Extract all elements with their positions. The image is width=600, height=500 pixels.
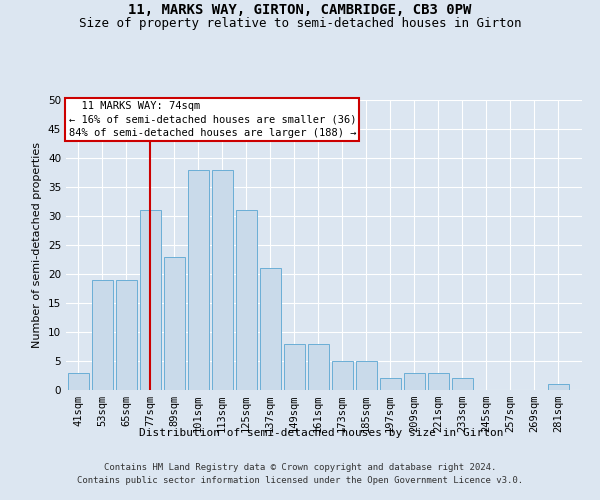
Bar [380, 378, 401, 390]
Bar [163, 256, 185, 390]
Bar [404, 372, 425, 390]
Bar [91, 280, 113, 390]
Bar [355, 361, 377, 390]
Text: 11 MARKS WAY: 74sqm  
← 16% of semi-detached houses are smaller (36)
84% of semi: 11 MARKS WAY: 74sqm ← 16% of semi-detach… [68, 102, 356, 138]
Text: 11, MARKS WAY, GIRTON, CAMBRIDGE, CB3 0PW: 11, MARKS WAY, GIRTON, CAMBRIDGE, CB3 0P… [128, 2, 472, 16]
Bar [139, 210, 161, 390]
Bar [260, 268, 281, 390]
Bar [331, 361, 353, 390]
Bar [115, 280, 137, 390]
Text: Size of property relative to semi-detached houses in Girton: Size of property relative to semi-detach… [79, 18, 521, 30]
Text: Contains HM Land Registry data © Crown copyright and database right 2024.: Contains HM Land Registry data © Crown c… [104, 464, 496, 472]
Bar [284, 344, 305, 390]
Bar [67, 372, 89, 390]
Bar [212, 170, 233, 390]
Bar [427, 372, 449, 390]
Bar [548, 384, 569, 390]
Bar [235, 210, 257, 390]
Bar [308, 344, 329, 390]
Bar [187, 170, 209, 390]
Text: Contains public sector information licensed under the Open Government Licence v3: Contains public sector information licen… [77, 476, 523, 485]
Text: Distribution of semi-detached houses by size in Girton: Distribution of semi-detached houses by … [139, 428, 503, 438]
Y-axis label: Number of semi-detached properties: Number of semi-detached properties [32, 142, 43, 348]
Bar [452, 378, 473, 390]
